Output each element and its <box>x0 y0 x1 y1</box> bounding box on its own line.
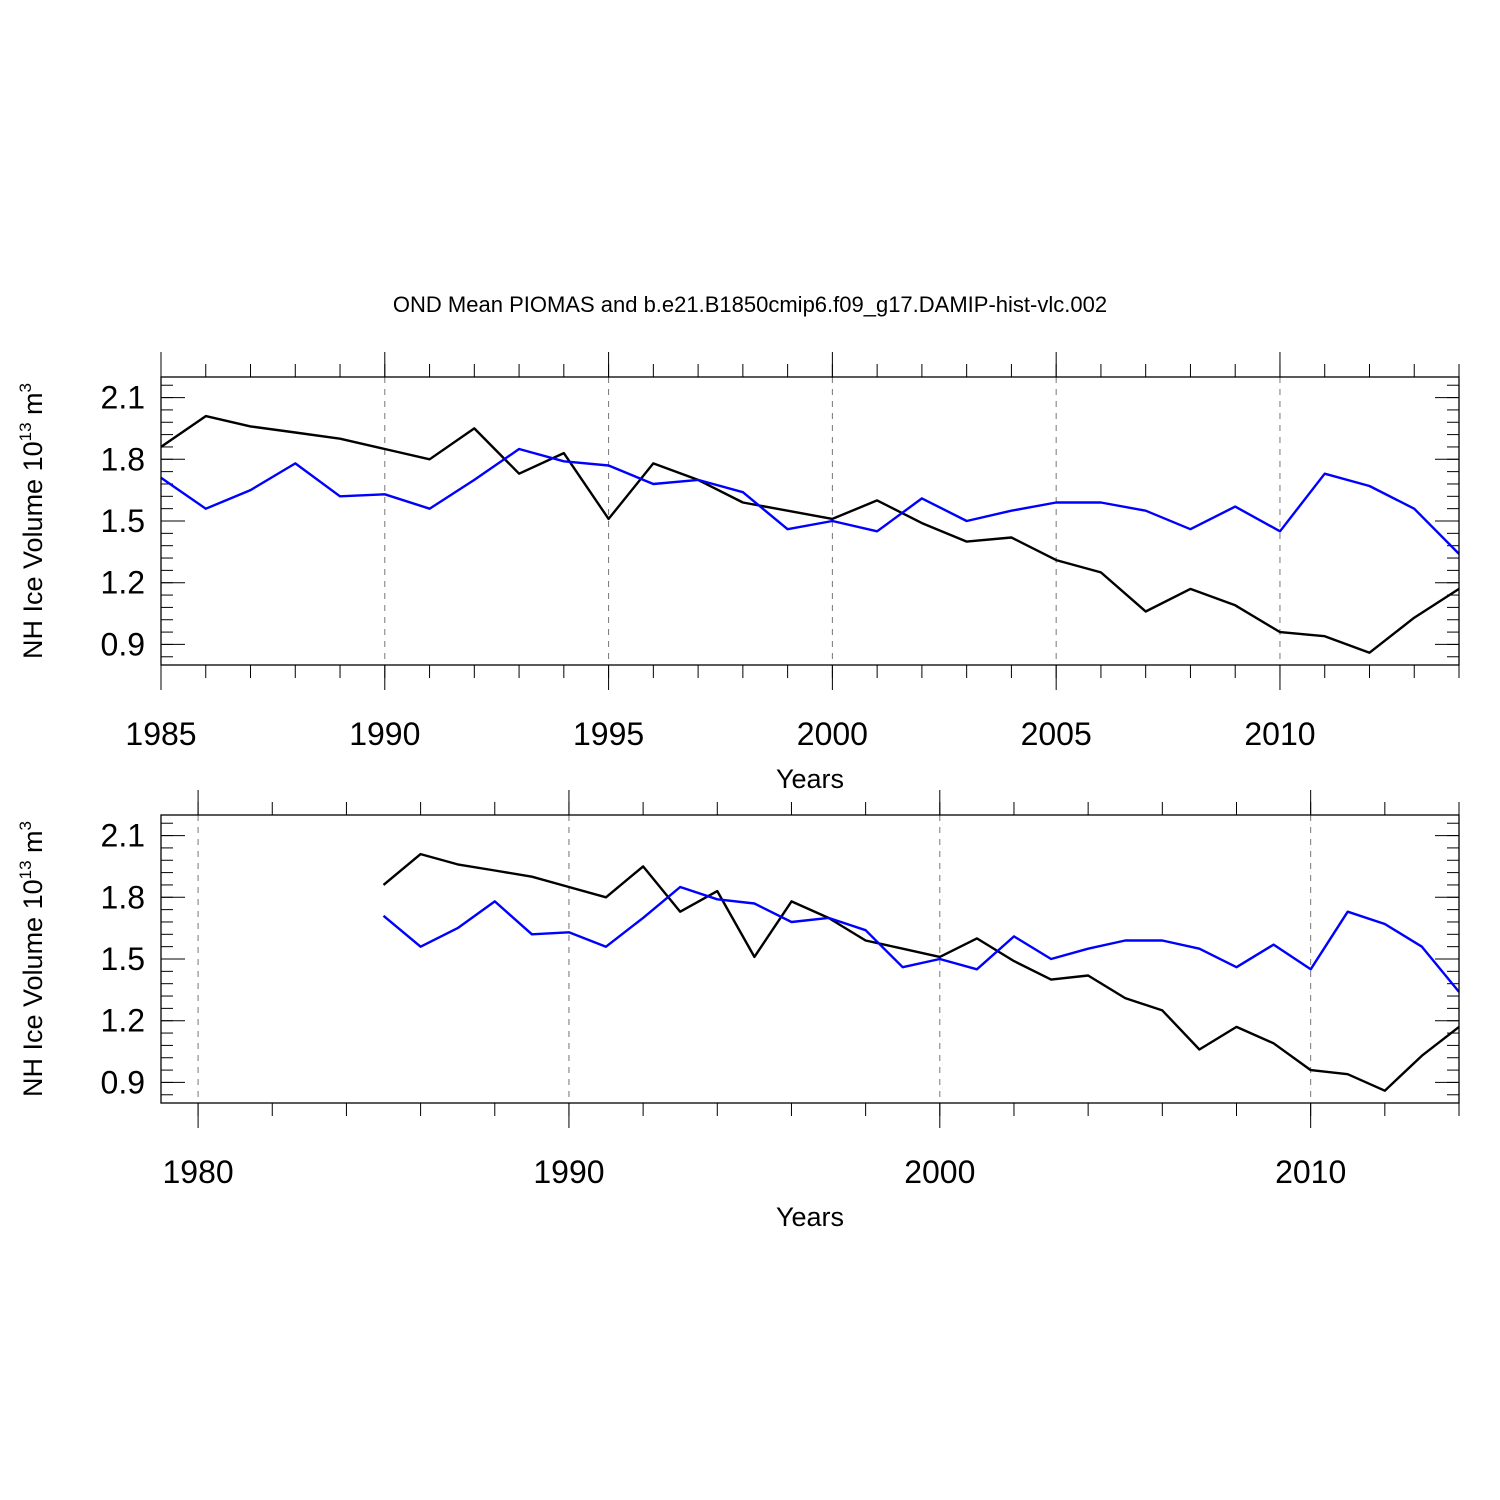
series-line-black <box>382 852 1460 1092</box>
y-tick-label: 2.1 <box>101 380 145 416</box>
y-tick-label: 1.8 <box>101 879 145 915</box>
x-tick-label: 1980 <box>162 1154 233 1190</box>
y-tick-label: 1.5 <box>101 941 145 977</box>
plot-frame <box>160 376 1460 666</box>
x-tick-label: 1990 <box>349 716 420 752</box>
y-axis-title: NH Ice Volume 1013 m3 <box>16 821 48 1097</box>
y-tick-label: 1.8 <box>101 441 145 477</box>
x-tick-label: 2000 <box>797 716 868 752</box>
y-tick-label: 1.5 <box>101 503 145 539</box>
y-tick-label: 2.1 <box>101 818 145 854</box>
panel-top: 1985 1990 1995 2000 2005 2010 0.9 1.2 1.5 1.8 2.1 Y… <box>16 352 1460 794</box>
x-tick-label: 2010 <box>1244 716 1315 752</box>
panel-bottom: 1980 1990 2000 2010 0.9 1.2 1.5 1.8 2.1 Years NH I… <box>16 790 1460 1232</box>
x-tick-label: 2005 <box>1021 716 1092 752</box>
x-tick-label: 2010 <box>1275 1154 1346 1190</box>
y-tick-label: 1.2 <box>101 1003 145 1039</box>
series-line-blue <box>382 885 1460 993</box>
series-line-black <box>160 414 1460 654</box>
y-tick-label: 0.9 <box>101 626 145 662</box>
y-tick-label: 0.9 <box>101 1064 145 1100</box>
y-tick-label: 1.2 <box>101 565 145 601</box>
x-tick-label: 1995 <box>573 716 644 752</box>
x-tick-label: 1985 <box>125 716 196 752</box>
x-tick-label: 1990 <box>533 1154 604 1190</box>
series-line-blue <box>160 447 1460 555</box>
figure-title: OND Mean PIOMAS and b.e21.B1850cmip6.f09… <box>393 292 1107 317</box>
x-tick-label: 2000 <box>904 1154 975 1190</box>
x-axis-title: Years <box>776 1202 844 1232</box>
plot-frame <box>160 814 1460 1104</box>
y-axis-title: NH Ice Volume 1013 m3 <box>16 383 48 659</box>
x-axis-title: Years <box>776 764 844 794</box>
